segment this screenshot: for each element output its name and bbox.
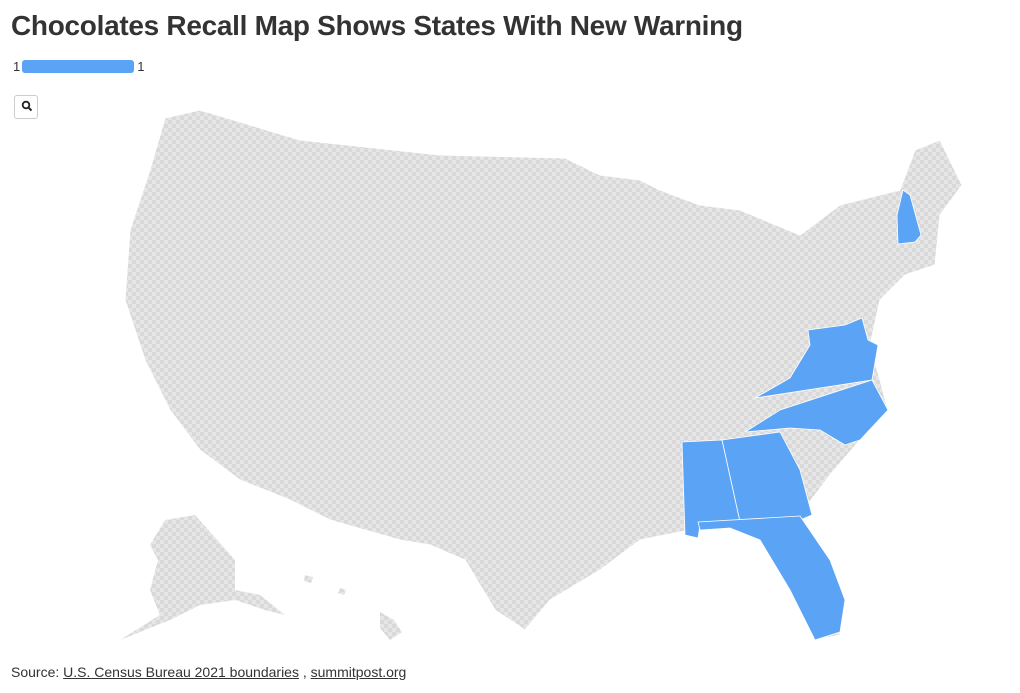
source-link[interactable]: U.S. Census Bureau 2021 boundaries (63, 664, 299, 680)
highlighted-states (681, 189, 922, 641)
state (754, 317, 879, 399)
title: Chocolates Recall Map Shows States With … (11, 10, 743, 41)
state (896, 189, 922, 245)
source-link[interactable]: summitpost.org (310, 664, 407, 680)
search-button[interactable] (14, 95, 38, 119)
search-icon (21, 100, 33, 111)
alaska (120, 515, 285, 640)
legend: 1 1 (13, 59, 144, 74)
legend-bar (22, 60, 135, 73)
hawaii (304, 575, 402, 640)
legend-min: 1 (13, 59, 21, 74)
source-label: Source: (11, 664, 60, 680)
state (697, 515, 846, 641)
map (120, 109, 963, 641)
source: Source: U.S. Census Bureau 2021 boundari… (11, 664, 406, 680)
legend-max: 1 (137, 59, 145, 74)
state (744, 379, 889, 446)
separator: , (302, 664, 307, 680)
